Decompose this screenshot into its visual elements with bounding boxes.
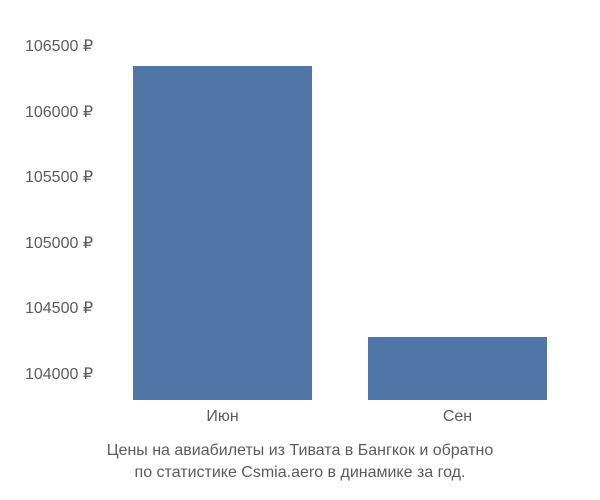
chart-caption: Цены на авиабилеты из Тивата в Бангкок и… [0, 440, 600, 483]
y-tick-label: 104000 ₽ [25, 364, 105, 384]
bar [133, 66, 312, 400]
caption-line-2: по статистике Csmia.aero в динамике за г… [135, 464, 466, 481]
caption-line-1: Цены на авиабилеты из Тивата в Бангкок и… [107, 442, 494, 459]
y-tick-label: 106500 ₽ [25, 36, 105, 56]
y-tick-label: 105500 ₽ [25, 167, 105, 187]
y-tick-label: 105000 ₽ [25, 233, 105, 253]
price-bar-chart: 104000 ₽ 104500 ₽ 105000 ₽ 105500 ₽ 106000 ₽… [0, 0, 600, 500]
x-tick-label: Июн [206, 400, 238, 426]
y-tick-label: 106000 ₽ [25, 102, 105, 122]
x-tick-label: Сен [443, 400, 472, 426]
y-tick-label: 104500 ₽ [25, 298, 105, 318]
bar [368, 337, 547, 400]
plot-region: 104000 ₽104500 ₽105000 ₽105500 ₽106000 ₽… [105, 20, 575, 400]
